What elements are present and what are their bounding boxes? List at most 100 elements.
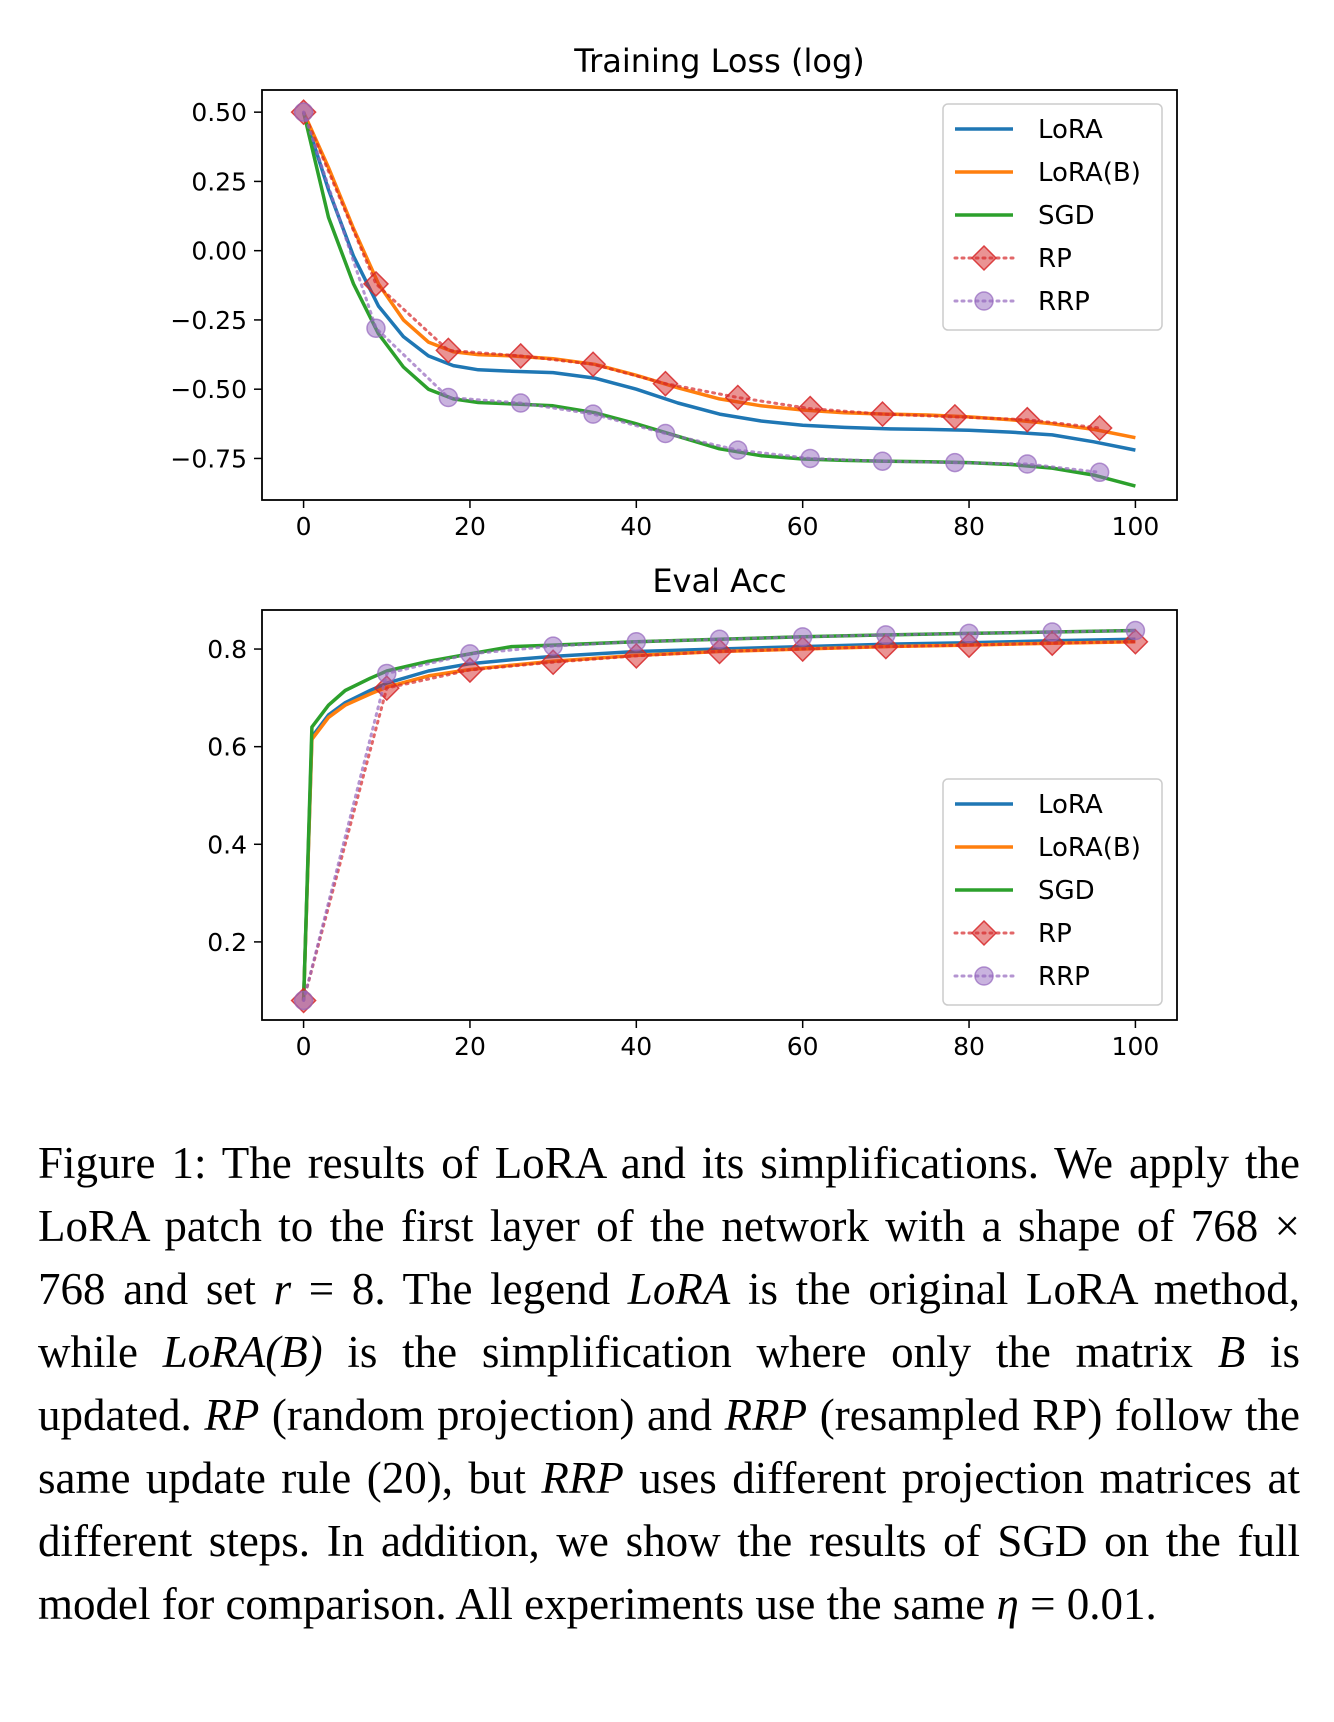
x-tick-label: 0 [296, 1032, 312, 1061]
legend-marker-rp [970, 244, 998, 272]
plot-frame [261, 609, 1178, 1021]
data-point-rp [797, 395, 824, 422]
legend-label-rrp: RRP [1038, 962, 1090, 992]
x-tick-label: 40 [620, 1032, 652, 1061]
data-point-rp [623, 642, 650, 669]
x-tick-label: 60 [787, 512, 819, 541]
data-point-rrp [460, 644, 480, 664]
x-tick-label: 20 [454, 1032, 486, 1061]
data-point-rrp [945, 452, 965, 473]
figure-caption: Figure 1: The results of LoRA and its si… [38, 1132, 1300, 1636]
legend-label-rp: RP [1038, 919, 1072, 949]
legend-label-rp: RP [1038, 244, 1072, 274]
caption-segment: RP [204, 1390, 260, 1440]
legend-box [942, 778, 1163, 1006]
y-tick-label: −0.50 [170, 375, 247, 404]
x-tick-label: 80 [953, 1032, 985, 1061]
data-point-rrp [872, 451, 893, 471]
caption-segment: is the original LoRA method, while [38, 1264, 1300, 1377]
data-point-rrp [800, 448, 820, 469]
data-point-rrp [1089, 462, 1110, 483]
data-point-rrp [792, 627, 813, 647]
caption-segment: is updated. [38, 1327, 1301, 1440]
data-point-rp [435, 337, 462, 364]
chart-title: Eval Acc [652, 562, 786, 600]
caption-segment: r [273, 1264, 292, 1314]
training-loss-chart: Training Loss (log) 0 20 40 60 80 100 0.50 0.25 0… [170, 42, 1178, 541]
x-tick-label: 100 [1112, 512, 1160, 541]
y-tick-label: 0.6 [207, 733, 247, 762]
eval-acc-chart: Eval Acc 0 20 40 60 80 100 0.8 0.6 0.4 0.2 LoRA LoRA… [207, 562, 1178, 1061]
data-point-rrp [293, 102, 314, 122]
data-point-rp [941, 403, 968, 430]
legend-label-lora-b: LoRA(B) [1038, 158, 1141, 188]
data-point-rrp [1017, 454, 1038, 474]
data-point-rrp [438, 387, 459, 408]
data-point-rrp [876, 625, 896, 645]
data-point-rp [652, 370, 679, 397]
caption-segment: = 8. The legend [291, 1264, 628, 1314]
data-point-rp [540, 649, 567, 676]
caption-segment: is the simplification where only the mat… [322, 1327, 1218, 1377]
legend-marker-rrp [974, 291, 994, 311]
series-line-rrp [302, 110, 1102, 474]
chart-title: Training Loss (log) [573, 42, 865, 80]
caption-segment: (random projection) and [259, 1390, 725, 1440]
data-point-rp [869, 401, 896, 428]
data-point-rrp [728, 440, 748, 460]
legend-box [942, 103, 1163, 331]
x-tick-label: 20 [454, 512, 486, 541]
caption-segment: (resampled RP) follow the same update ru… [38, 1390, 1301, 1503]
x-tick-label: 100 [1112, 1032, 1160, 1061]
legend-label-sgd: SGD [1038, 876, 1095, 906]
caption-segment: LoRA [627, 1264, 731, 1314]
legend-label-lora-b: LoRA(B) [1038, 833, 1141, 863]
data-point-rrp [377, 663, 397, 684]
legend-label-rrp: RRP [1038, 287, 1090, 317]
caption-segment: LoRA(B) [162, 1327, 323, 1377]
y-tick-label: 0.2 [207, 928, 247, 957]
y-tick-label: 0.8 [207, 635, 247, 664]
legend-label-lora: LoRA [1038, 115, 1103, 145]
data-point-rrp [626, 631, 647, 652]
caption-segment: The results of LoRA and its simplificati… [38, 1138, 1300, 1251]
caption-segment: = 0.01. [1018, 1579, 1157, 1629]
caption-segment: B [1217, 1327, 1246, 1377]
y-tick-label: 0.00 [191, 237, 247, 266]
caption-body: The results of LoRA and its simplificati… [38, 1138, 1300, 1629]
x-tick-label: 40 [620, 512, 652, 541]
data-point-rp [580, 351, 607, 378]
data-point-rrp [709, 629, 730, 650]
data-point-rrp [366, 318, 386, 338]
data-point-rrp [583, 404, 603, 424]
data-point-rrp [510, 393, 531, 413]
legend-marker-rrp [974, 966, 994, 986]
data-point-rrp [959, 623, 979, 644]
x-tick-label: 60 [787, 1032, 819, 1061]
y-tick-label: 0.4 [207, 830, 247, 859]
y-tick-label: −0.75 [170, 444, 247, 473]
caption-segment: and set [105, 1264, 274, 1314]
x-tick-label: 80 [953, 512, 985, 541]
series-line-lora [301, 111, 1136, 452]
series-line-rp [302, 110, 1102, 430]
caption-segment: RRP [541, 1453, 624, 1503]
caption-label: Figure 1: [38, 1138, 207, 1188]
data-point-rrp [1042, 622, 1062, 642]
data-point-rp [507, 342, 534, 370]
y-tick-label: 0.50 [191, 98, 247, 127]
caption-segment: η [996, 1579, 1019, 1629]
x-tick-label: 0 [296, 512, 312, 541]
data-point-rrp [1125, 620, 1146, 641]
caption-segment: uses different projection matrices at di… [38, 1453, 1300, 1629]
y-tick-label: −0.25 [170, 306, 247, 335]
y-tick-label: 0.25 [191, 167, 247, 196]
data-point-rp [1086, 414, 1113, 442]
data-point-rp [456, 656, 484, 684]
legend-label-lora: LoRA [1038, 790, 1103, 820]
data-point-rp [1014, 406, 1041, 433]
plot-frame [261, 89, 1178, 501]
data-point-rp [362, 270, 390, 297]
legend-label-sgd: SGD [1038, 201, 1095, 231]
